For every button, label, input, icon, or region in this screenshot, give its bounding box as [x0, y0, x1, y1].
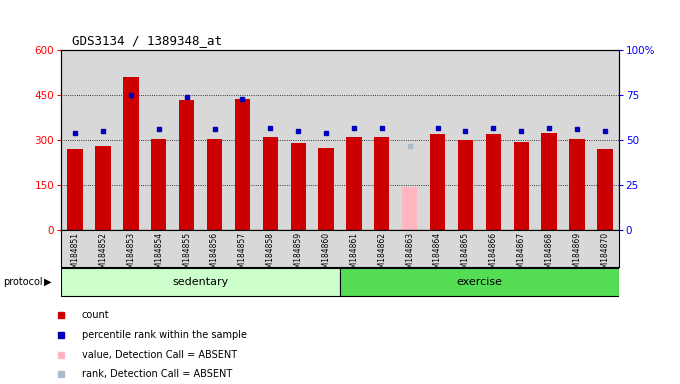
Text: GSM184860: GSM184860	[322, 232, 330, 278]
Bar	[374, 137, 390, 230]
Text: ▶: ▶	[44, 276, 52, 286]
Text: GSM184857: GSM184857	[238, 232, 247, 278]
Text: protocol: protocol	[3, 276, 43, 286]
Text: GSM184867: GSM184867	[517, 232, 526, 278]
Bar	[569, 139, 585, 230]
Text: GSM184858: GSM184858	[266, 232, 275, 278]
Text: value, Detection Call = ABSENT: value, Detection Call = ABSENT	[82, 349, 237, 360]
Bar	[458, 140, 473, 230]
Bar	[318, 148, 334, 230]
Text: count: count	[82, 310, 109, 320]
Bar	[430, 134, 445, 230]
Text: GSM184863: GSM184863	[405, 232, 414, 278]
Text: GSM184851: GSM184851	[71, 232, 80, 278]
Text: GDS3134 / 1389348_at: GDS3134 / 1389348_at	[72, 34, 222, 47]
Bar	[61, 268, 340, 296]
Bar	[235, 99, 250, 230]
Text: GSM184855: GSM184855	[182, 232, 191, 278]
Bar	[207, 139, 222, 230]
Bar	[290, 143, 306, 230]
Bar	[513, 142, 529, 230]
Text: GSM184865: GSM184865	[461, 232, 470, 278]
Bar	[541, 132, 557, 230]
Text: GSM184854: GSM184854	[154, 232, 163, 278]
Text: sedentary: sedentary	[173, 276, 228, 286]
Bar	[486, 134, 501, 230]
Bar	[402, 187, 418, 230]
Text: GSM184866: GSM184866	[489, 232, 498, 278]
Text: GSM184856: GSM184856	[210, 232, 219, 278]
Text: rank, Detection Call = ABSENT: rank, Detection Call = ABSENT	[82, 369, 232, 379]
Bar	[346, 137, 362, 230]
Text: GSM184853: GSM184853	[126, 232, 135, 278]
Bar	[95, 146, 111, 230]
Text: GSM184862: GSM184862	[377, 232, 386, 278]
Bar	[67, 149, 83, 230]
Text: GSM184869: GSM184869	[573, 232, 581, 278]
Text: GSM184864: GSM184864	[433, 232, 442, 278]
Text: GSM184861: GSM184861	[350, 232, 358, 278]
Bar	[597, 149, 613, 230]
Bar	[123, 77, 139, 230]
Text: GSM184870: GSM184870	[600, 232, 609, 278]
Bar	[262, 137, 278, 230]
Text: exercise: exercise	[456, 276, 503, 286]
Text: GSM184852: GSM184852	[99, 232, 107, 278]
Bar	[151, 139, 167, 230]
Text: GSM184868: GSM184868	[545, 232, 554, 278]
Bar	[179, 99, 194, 230]
Text: percentile rank within the sample: percentile rank within the sample	[82, 330, 247, 340]
Text: GSM184859: GSM184859	[294, 232, 303, 278]
Bar	[340, 268, 619, 296]
